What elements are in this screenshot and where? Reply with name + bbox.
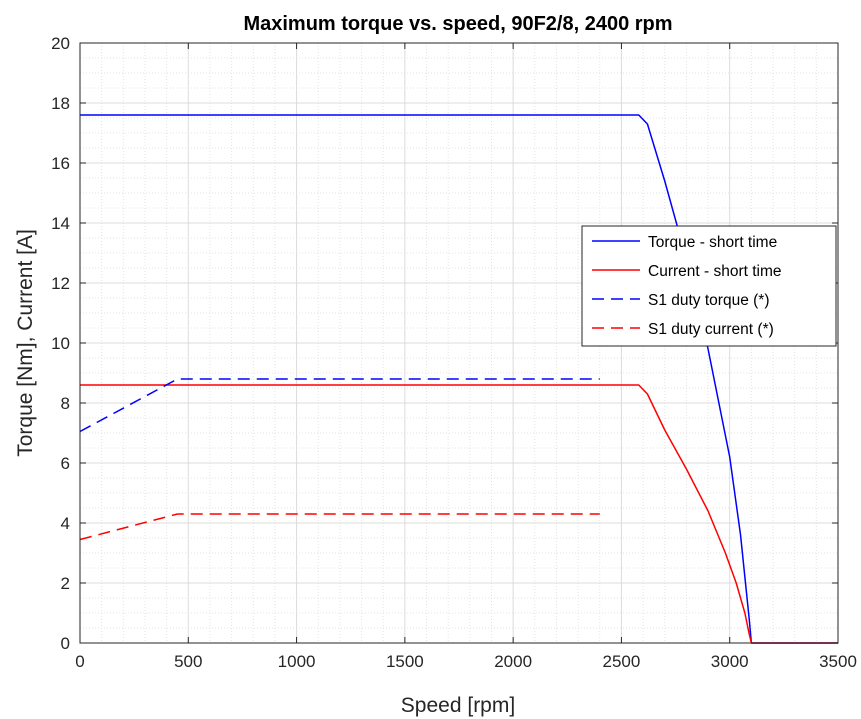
x-tick-label: 3500 <box>819 652 857 671</box>
x-tick-label: 3000 <box>711 652 749 671</box>
x-tick-label: 2500 <box>603 652 641 671</box>
legend-entry-3: S1 duty torque (*) <box>648 292 769 309</box>
x-axis-label: Speed [rpm] <box>401 694 515 717</box>
legend-entry-2: Current - short time <box>648 263 782 280</box>
y-tick-label: 8 <box>61 394 70 413</box>
x-tick-label: 1500 <box>386 652 424 671</box>
x-tick-label: 1000 <box>278 652 316 671</box>
y-tick-label: 16 <box>51 154 70 173</box>
y-tick-label: 14 <box>51 214 70 233</box>
plot-area: 0 500 1000 1500 2000 2500 3000 3500 0 2 4 6 8 10 12 14 1… <box>51 34 857 671</box>
series-line-1 <box>80 114 838 644</box>
y-tick-label: 6 <box>61 454 70 473</box>
y-tick-label: 4 <box>61 514 70 533</box>
series-line-4 <box>79 513 600 541</box>
legend: Torque - short time Current - short time S… <box>581 225 837 347</box>
y-tick-label: 12 <box>51 274 70 293</box>
chart-title: Maximum torque vs. speed, 90F2/8, 2400 r… <box>243 13 672 35</box>
y-tick-label: 2 <box>61 574 70 593</box>
y-axis-label: Torque [Nm], Current [A] <box>14 229 37 457</box>
legend-entry-4: S1 duty current (*) <box>648 321 774 338</box>
y-tick-label: 18 <box>51 94 70 113</box>
x-tick-label: 0 <box>75 652 84 671</box>
x-tick-label: 500 <box>174 652 202 671</box>
legend-box <box>581 225 837 347</box>
series-line-2 <box>80 384 838 644</box>
legend-entry-1: Torque - short time <box>648 234 777 251</box>
x-tick-label: 2000 <box>494 652 532 671</box>
y-tick-label: 20 <box>51 34 70 53</box>
y-tick-label: 0 <box>61 634 70 653</box>
y-tick-label: 10 <box>51 334 70 353</box>
